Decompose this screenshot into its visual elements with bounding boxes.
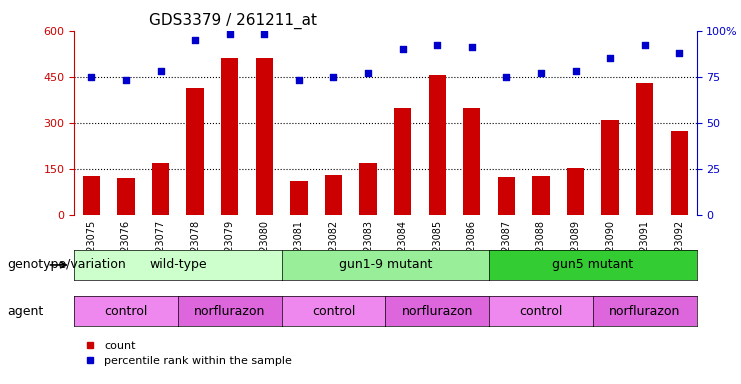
Text: wild-type: wild-type (149, 258, 207, 271)
Point (259, 31, 270, 38)
Point (328, 74, 339, 80)
Bar (221, 58, 239, 215)
Text: control: control (104, 305, 147, 318)
Point (362, 70, 374, 76)
Bar (428, 75, 446, 215)
Point (431, 42, 443, 48)
Bar (567, 168, 584, 215)
Bar (117, 177, 135, 215)
Bar (498, 177, 515, 215)
Point (674, 50, 685, 56)
Bar (83, 176, 100, 215)
Text: gun1-9 mutant: gun1-9 mutant (339, 258, 432, 271)
Bar (636, 83, 654, 215)
Text: GDS3379 / 261211_at: GDS3379 / 261211_at (149, 13, 317, 29)
Text: genotype/variation: genotype/variation (7, 258, 126, 271)
Point (639, 42, 651, 48)
Point (155, 68, 167, 74)
Point (85, 74, 97, 80)
Bar (671, 131, 688, 215)
Point (500, 74, 512, 80)
Point (466, 44, 478, 50)
Bar (359, 164, 376, 215)
Point (535, 70, 547, 76)
Bar (256, 58, 273, 215)
Bar (463, 108, 480, 215)
Bar (290, 181, 308, 215)
Point (120, 78, 132, 84)
Text: norflurazon: norflurazon (194, 305, 265, 318)
Bar (602, 120, 619, 215)
Bar (532, 176, 550, 215)
Bar (187, 88, 204, 215)
Bar (325, 175, 342, 215)
Point (396, 46, 408, 52)
Bar (394, 108, 411, 215)
Text: control: control (519, 305, 562, 318)
Point (570, 68, 582, 74)
Text: agent: agent (7, 305, 44, 318)
Point (189, 37, 201, 43)
Legend: count, percentile rank within the sample: count, percentile rank within the sample (79, 336, 296, 371)
Text: norflurazon: norflurazon (609, 305, 680, 318)
Point (293, 78, 305, 84)
Text: control: control (312, 305, 355, 318)
Point (224, 31, 236, 38)
Bar (152, 164, 169, 215)
Point (604, 55, 616, 61)
Text: norflurazon: norflurazon (402, 305, 473, 318)
Text: gun5 mutant: gun5 mutant (552, 258, 634, 271)
